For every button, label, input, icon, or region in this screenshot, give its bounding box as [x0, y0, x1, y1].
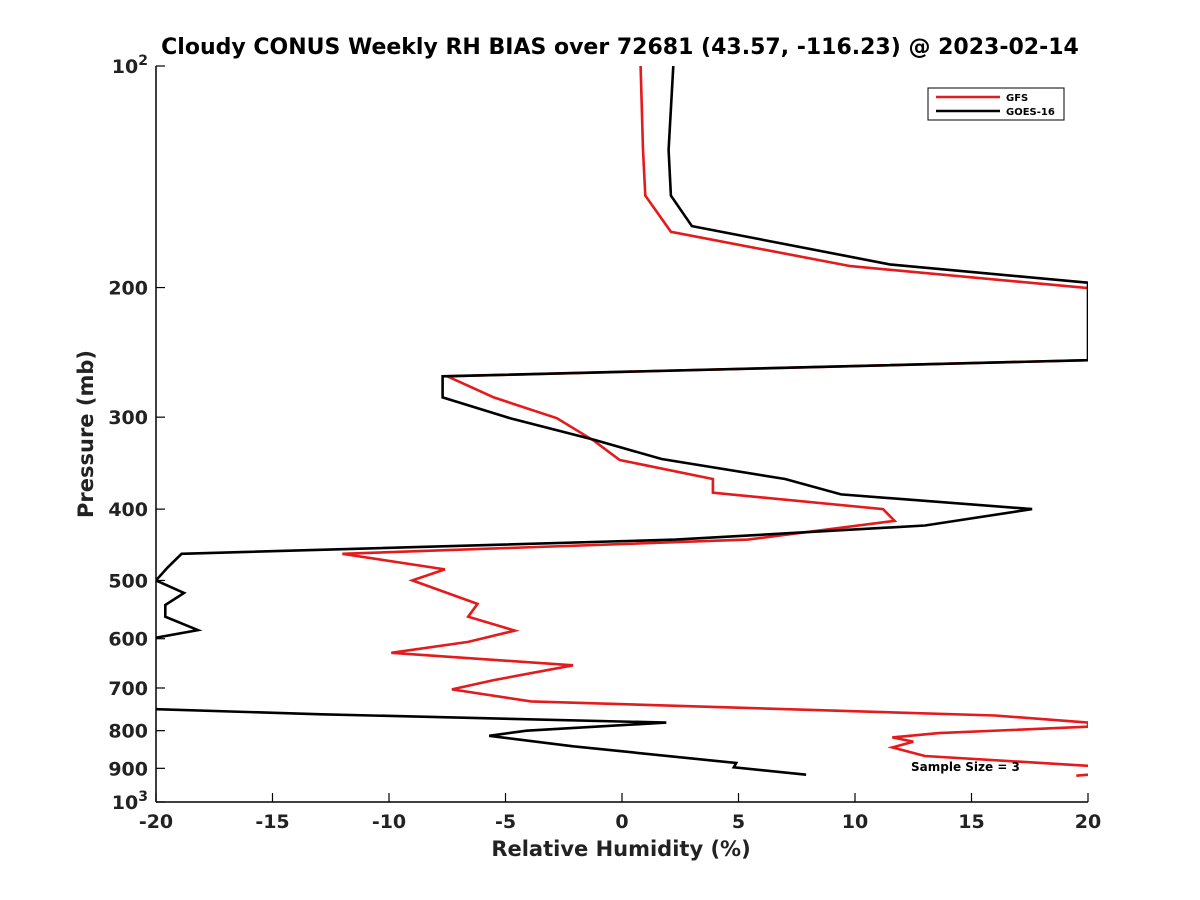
- segment-series-line-3: [156, 707, 807, 776]
- x-tick-label: -15: [255, 811, 289, 833]
- x-ticks: -20 -15 -10 -5 0 5 10 15 20: [139, 793, 1101, 833]
- y-tick-label: 800: [108, 721, 148, 743]
- x-tick-label: 10: [842, 811, 868, 833]
- y-tick-label: 500: [108, 570, 148, 592]
- y-tick-label: 400: [108, 499, 148, 521]
- x-tick-label: 5: [732, 811, 745, 833]
- goes-16-series-line-2: [156, 66, 1088, 639]
- y-ticks: 102 200 300 400 500 600 700 800 900 103: [108, 53, 165, 814]
- y-tick-label: 900: [108, 758, 148, 780]
- legend-label-goes16: GOES-16: [1006, 107, 1055, 118]
- axes: [155, 66, 1088, 803]
- x-tick-label: 20: [1075, 811, 1101, 833]
- y-tick-label: 300: [108, 407, 148, 429]
- y-axis-label: Pressure (mb): [74, 350, 98, 518]
- y-tick-label: 700: [108, 678, 148, 700]
- x-tick-label: -10: [372, 811, 406, 833]
- y-tick-label: 600: [108, 629, 148, 651]
- x-tick-label: -20: [139, 811, 173, 833]
- y-tick-label: 200: [108, 278, 148, 300]
- gfs-series-line-0: [342, 66, 1088, 768]
- legend-label-gfs: GFS: [1006, 93, 1028, 104]
- legend: GFS GOES-16: [927, 87, 1065, 121]
- y-tick-label: 102: [112, 53, 148, 78]
- chart-title: Cloudy CONUS Weekly RH BIAS over 72681 (…: [161, 35, 1079, 60]
- y-tick-label: 103: [112, 789, 148, 814]
- x-tick-label: 0: [615, 811, 628, 833]
- legend-box: [927, 87, 1065, 121]
- sample-size-annotation: Sample Size = 3: [911, 760, 1020, 774]
- x-tick-label: -5: [495, 811, 516, 833]
- x-tick-label: 15: [958, 811, 984, 833]
- series-layer: [156, 66, 1088, 777]
- segment-series-line-1: [1076, 773, 1088, 777]
- x-axis-label: Relative Humidity (%): [491, 837, 750, 861]
